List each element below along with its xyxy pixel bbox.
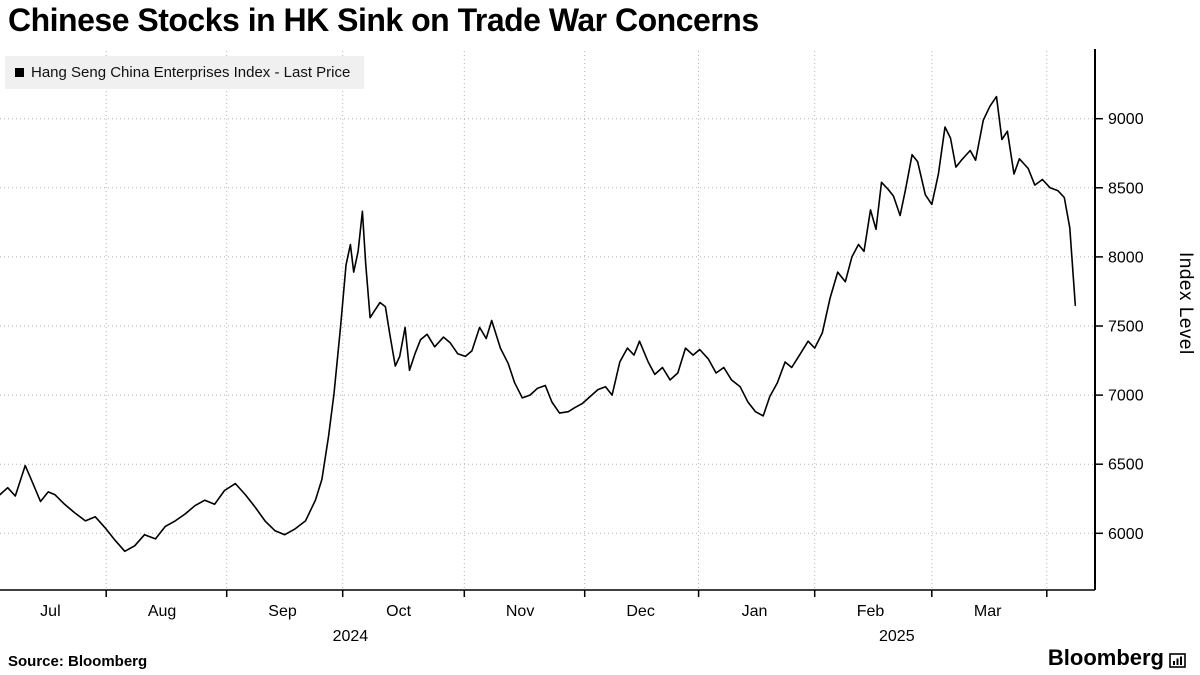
x-month-label: Sep [268, 603, 297, 620]
y-tick-label: 6000 [1108, 526, 1144, 543]
price-line-chart: 6000 6500 7000 7500 8000 8500 9000 Jul Aug Sep Oct… [0, 49, 1144, 645]
y-axis-title: Index Level [1175, 252, 1196, 355]
x-year-label: 2025 [879, 628, 915, 645]
x-year-label: 2024 [333, 628, 369, 645]
series-line [0, 95, 1077, 553]
x-month-label: Aug [148, 603, 176, 620]
x-month-label: Nov [506, 603, 534, 620]
legend: Hang Seng China Enterprises Index - Last… [5, 56, 365, 89]
x-month-label: Dec [626, 603, 654, 620]
x-month-label: Jan [742, 603, 768, 620]
y-tick-label: 9000 [1108, 111, 1144, 128]
bloomberg-chart-bars-icon [1169, 653, 1186, 668]
y-tick-label: 6500 [1108, 457, 1144, 474]
y-tick-label: 7000 [1108, 388, 1144, 405]
x-month-label: Mar [974, 603, 1002, 620]
x-month-label: Jul [40, 603, 60, 620]
y-tick-label: 8000 [1108, 249, 1144, 266]
y-tick-label: 8500 [1108, 180, 1144, 197]
x-month-label: Feb [857, 603, 885, 620]
legend-series-label: Hang Seng China Enterprises Index - Last… [31, 64, 351, 81]
bloomberg-wordmark: Bloomberg [1047, 645, 1164, 670]
source-label: Source: Bloomberg [8, 653, 148, 670]
x-month-label: Oct [386, 603, 411, 620]
chart-title: Chinese Stocks in HK Sink on Trade War C… [8, 2, 759, 38]
bloomberg-logo: Bloomberg [1048, 645, 1186, 671]
y-tick-label: 7500 [1108, 319, 1144, 336]
legend-square-marker-icon [15, 68, 24, 77]
